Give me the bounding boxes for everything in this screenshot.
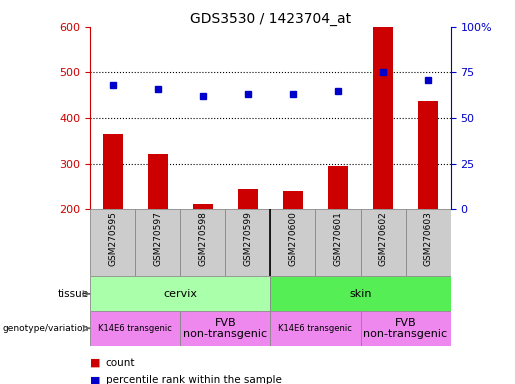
Text: genotype/variation: genotype/variation [3, 324, 89, 333]
Text: FVB
non-transgenic: FVB non-transgenic [364, 318, 448, 339]
Text: GSM270599: GSM270599 [244, 211, 252, 266]
Title: GDS3530 / 1423704_at: GDS3530 / 1423704_at [190, 12, 351, 26]
Text: count: count [106, 358, 135, 368]
Text: GSM270598: GSM270598 [198, 211, 207, 266]
Bar [360, 311, 451, 346]
Text: GSM270603: GSM270603 [424, 211, 433, 266]
Bar [328, 166, 348, 209]
Text: K14E6 transgenic: K14E6 transgenic [279, 324, 352, 333]
Bar [180, 209, 226, 276]
Bar [418, 101, 438, 209]
Text: GSM270597: GSM270597 [153, 211, 162, 266]
Bar [315, 209, 360, 276]
Text: cervix: cervix [163, 289, 197, 299]
Text: GSM270602: GSM270602 [379, 211, 387, 266]
Bar [283, 191, 303, 209]
Bar [238, 189, 258, 209]
Bar [180, 311, 270, 346]
Bar [270, 209, 315, 276]
Bar [406, 209, 451, 276]
Bar [226, 209, 270, 276]
Text: skin: skin [349, 289, 372, 299]
Bar [373, 27, 393, 209]
Text: tissue: tissue [58, 289, 89, 299]
Text: GSM270601: GSM270601 [334, 211, 342, 266]
Text: ■: ■ [90, 375, 100, 384]
Bar [90, 209, 135, 276]
Bar [90, 276, 270, 311]
Text: percentile rank within the sample: percentile rank within the sample [106, 375, 282, 384]
Bar [270, 311, 360, 346]
Bar [360, 209, 406, 276]
Text: GSM270600: GSM270600 [288, 211, 297, 266]
Text: ■: ■ [90, 358, 100, 368]
Bar [270, 276, 451, 311]
Bar [135, 209, 180, 276]
Text: FVB
non-transgenic: FVB non-transgenic [183, 318, 267, 339]
Text: GSM270595: GSM270595 [108, 211, 117, 266]
Bar [193, 204, 213, 209]
Text: K14E6 transgenic: K14E6 transgenic [98, 324, 172, 333]
Bar [102, 134, 123, 209]
Bar [148, 154, 168, 209]
Bar [90, 311, 180, 346]
